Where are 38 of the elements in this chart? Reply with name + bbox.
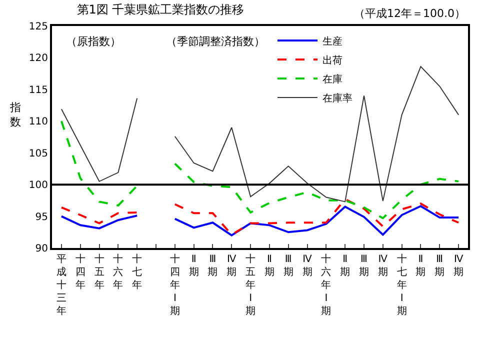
annotation: （季節調整済指数） [166,35,265,48]
x-tick-label: 十四年 [75,253,86,291]
y-tick-label: 115 [28,84,48,96]
y-tick-label: 110 [28,116,48,128]
x-tick-label: Ⅲ期 [283,254,294,278]
x-tick-label: Ⅱ期 [188,254,199,278]
y-tick-label: 100 [28,180,48,192]
legend-label: 在庫 [322,73,342,86]
x-tick-label: 平成十三年 [56,254,66,317]
chart-subtitle: （平成12年＝100.0） [354,7,466,20]
y-tick-label: 95 [35,212,48,223]
x-tick-label: 十五年Ⅰ期 [246,253,256,317]
x-tick-label: Ⅲ期 [359,254,369,278]
x-tick-label: Ⅳ期 [302,254,313,278]
x-tick-label: Ⅲ期 [208,254,218,278]
legend-label: 出荷 [322,54,342,66]
x-tick-label: 十七年Ⅰ期 [396,253,407,317]
x-tick-label: 十七年 [132,253,142,291]
y-tick-label: 90 [35,244,48,254]
y-tick-label: 105 [28,148,48,160]
x-tick-label: 十六年 [113,253,124,291]
x-tick-label: Ⅳ期 [454,254,464,278]
x-tick-label: Ⅱ期 [416,254,426,278]
y-tick-label: 120 [28,53,48,64]
x-tick-label: 十四年Ⅰ期 [170,253,180,317]
x-tick-label: Ⅳ期 [378,254,388,278]
x-tick-label: Ⅱ期 [340,254,350,278]
x-tick-label: Ⅱ期 [264,254,274,278]
x-tick-label: 十六年Ⅰ期 [321,253,332,317]
x-tick-label: Ⅲ期 [434,254,445,278]
annotation: （原指数） [66,35,121,48]
chart-title: 第1図 千葉県鉱工業指数の推移 [76,2,244,16]
legend-label: 在庫率 [322,92,352,104]
legend-label: 生産 [322,35,342,48]
x-tick-label: Ⅳ期 [226,254,238,278]
y-tick-label: 125 [28,22,48,32]
y-axis-title: 指数 [9,101,21,128]
x-tick-label: 十五年 [94,253,104,291]
